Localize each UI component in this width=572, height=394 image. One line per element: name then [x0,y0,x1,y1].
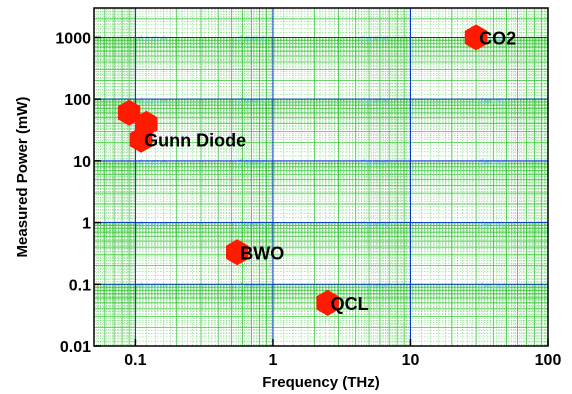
watermark-text: demo [138,157,169,167]
x-tick-label: 1 [268,352,277,369]
y-tick-label: 0.1 [69,277,91,294]
y-tick-label: 1 [82,216,91,233]
watermark-text: demo [360,34,391,44]
axis-ticks [94,36,549,347]
watermark-text: demo [138,281,169,291]
data-point-label: Gunn Diode [144,131,246,151]
point-labels: Gunn Diode BWO QCL CO2 [144,28,516,313]
watermark-text: demo [238,34,269,44]
x-tick-label: 10 [402,352,420,369]
data-point-label: QCL [331,294,369,314]
watermark-text: demo [138,95,169,105]
watermark-text: demo [478,281,509,291]
x-tick-label: 100 [535,352,562,369]
data-point-marker [226,239,249,266]
y-tick-label: 0.01 [60,339,91,356]
data-point-label: CO2 [479,28,516,48]
y-tick-label: 10 [73,154,91,171]
x-tick-label: 0.1 [124,352,146,369]
y-tick-label: 1000 [55,30,91,47]
watermark-text: demo [360,219,391,229]
watermark-text: demo [238,219,269,229]
data-point-marker [464,24,488,51]
x-axis-title: Frequency (THz) [262,374,380,391]
watermark-text: demo [478,157,509,167]
watermark-text: demo [360,281,391,291]
watermark-text: demo [138,219,169,229]
watermark-text: demo [360,95,391,105]
watermark-layer: demo demo demo demo demo demo demo demo demo demo… [138,34,509,291]
watermark-text: demo [138,34,169,44]
data-point-label: BWO [240,243,284,263]
data-point-marker [129,126,153,153]
watermark-text: demo [478,95,509,105]
y-tick-label: 100 [64,92,91,109]
watermark-text: demo [478,219,509,229]
y-axis-title: Measured Power (mW) [14,97,31,258]
watermark-text: demo [478,34,509,44]
watermark-text: demo [360,157,391,167]
data-point-marker [117,99,141,126]
plot-frame [93,7,549,347]
data-point-marker [316,289,339,316]
data-markers [117,24,488,316]
watermark-text: demo [238,157,269,167]
tick-labels: 0.1 1 10 100 0.01 0.1 1 10 100 1000 [55,30,561,369]
watermark-text: demo [238,95,269,105]
watermark-text: demo [238,281,269,291]
